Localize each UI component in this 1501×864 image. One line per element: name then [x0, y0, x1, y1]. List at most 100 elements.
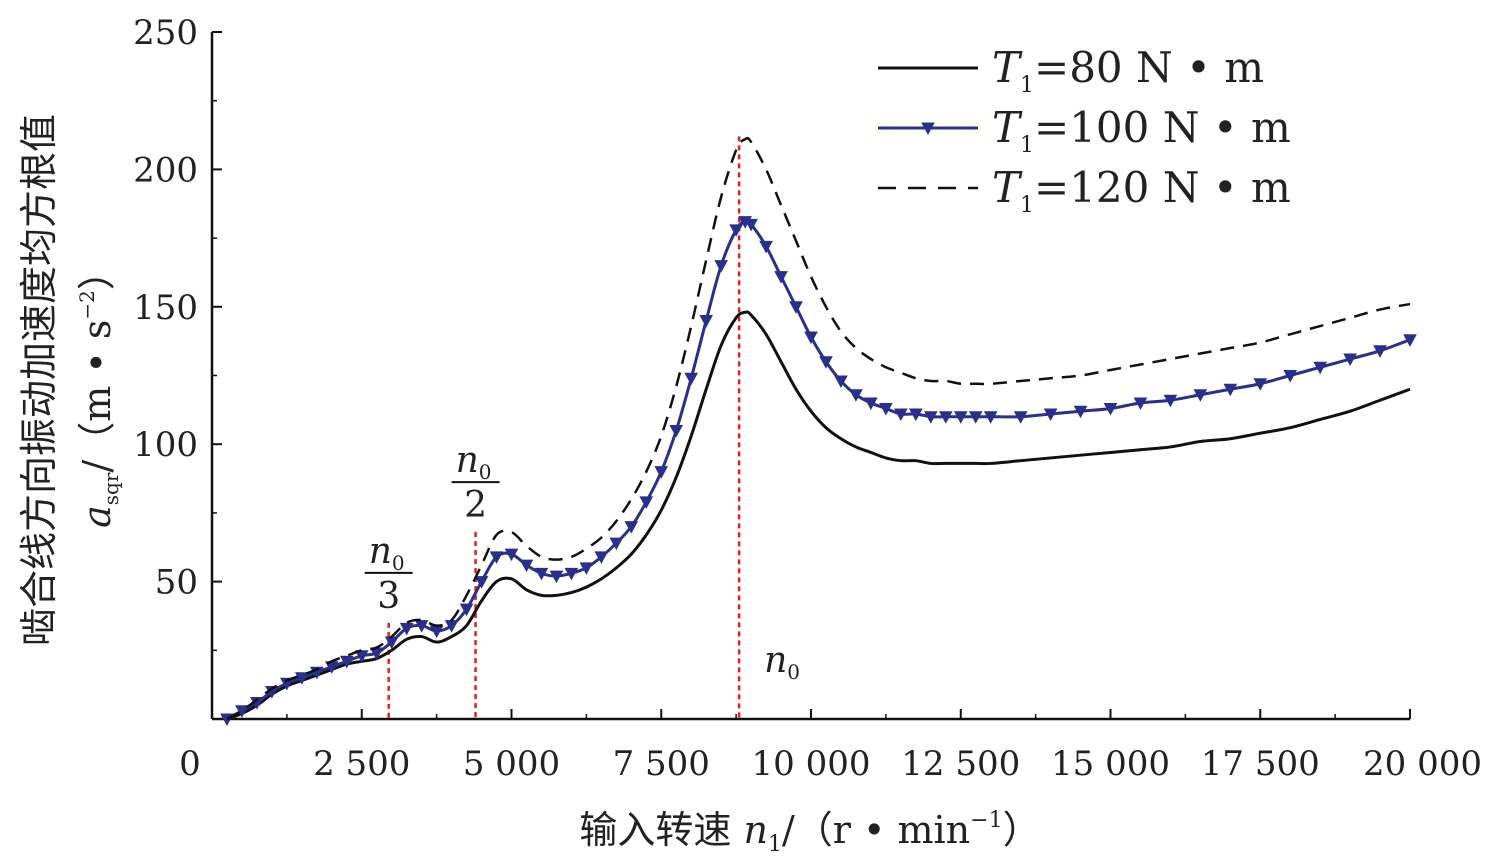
y-title-sub: sqr — [99, 472, 123, 505]
series-marker — [1073, 405, 1088, 419]
series-marker — [1133, 397, 1148, 411]
series-marker — [699, 315, 714, 328]
series-marker — [923, 411, 938, 424]
series-marker — [759, 240, 773, 254]
series-marker — [1283, 370, 1298, 383]
series-marker — [789, 301, 803, 314]
series-marker — [819, 356, 833, 369]
x-tick-label: 15 000 — [1051, 744, 1170, 784]
annotation-sub: 0 — [479, 460, 492, 484]
annotation-var: n — [764, 640, 787, 681]
series-marker — [1103, 402, 1118, 416]
series-marker — [504, 548, 519, 562]
series-marker — [849, 389, 863, 402]
series-marker — [1013, 411, 1028, 424]
annotation-sub: 0 — [787, 660, 800, 684]
series-marker — [474, 576, 489, 589]
series-marker — [879, 402, 893, 416]
series-marker — [921, 122, 935, 136]
legend-label: T1=100 N • m — [992, 103, 1291, 158]
fraction-denominator: 2 — [464, 485, 487, 526]
series-marker — [894, 408, 908, 422]
fraction-numerator: n0 — [369, 531, 405, 575]
series-marker — [1403, 334, 1417, 347]
fraction-label: n02 — [451, 440, 500, 526]
series-marker — [908, 408, 923, 422]
series-marker — [983, 411, 998, 424]
annotation-sub: 0 — [392, 551, 405, 575]
series-marker — [953, 411, 968, 424]
series-marker — [1373, 345, 1387, 358]
x-axis-title: 输入转速 n1/（r • min−1） — [579, 808, 1040, 857]
series-line — [226, 136, 1411, 721]
axis-titles: 输入转速 n1/（r • min−1）啮合线方向振动加速度均方根值 asqr/（m… — [17, 114, 1041, 857]
series-marker — [654, 466, 669, 479]
series-marker — [339, 655, 354, 669]
x-tick-label: 12 500 — [901, 744, 1020, 784]
y-tick-label: 250 — [133, 13, 198, 53]
annotation-var: n — [456, 440, 479, 481]
series-marker — [1043, 408, 1058, 422]
series-marker — [235, 705, 249, 718]
series-marker — [684, 372, 699, 386]
series-marker — [1223, 383, 1238, 397]
legend-var: T — [992, 43, 1023, 92]
y-axis-title: 啮合线方向振动加速度均方根值 — [17, 114, 61, 646]
fraction-numerator: n0 — [456, 440, 492, 484]
legend-sub: 1 — [1020, 133, 1034, 158]
series-marker — [444, 620, 459, 633]
x-tick-label: 7 500 — [613, 744, 710, 784]
legend-label: T1=120 N • m — [992, 163, 1291, 218]
series-marker — [534, 567, 549, 581]
series-marker — [729, 224, 743, 237]
series-marker — [549, 570, 564, 584]
x-tick-label: 17 500 — [1201, 744, 1320, 784]
y-title-unit-end: ） — [75, 252, 119, 290]
fraction-denominator: 3 — [377, 576, 400, 617]
fraction-label: n03 — [364, 531, 413, 617]
legend-label: T1=80 N • m — [992, 43, 1264, 98]
series-marker — [864, 397, 878, 411]
legend-rest: =120 N • m — [1034, 163, 1291, 212]
series-2 — [220, 216, 1417, 727]
series-marker — [1313, 361, 1327, 375]
series-marker — [459, 603, 474, 617]
reference-lines — [387, 136, 741, 719]
series-marker — [354, 650, 369, 663]
x-title-unit-end: ） — [1003, 808, 1041, 852]
series-marker — [519, 559, 534, 573]
series-marker — [804, 331, 818, 345]
series-marker — [579, 562, 594, 575]
series-marker — [594, 551, 609, 564]
y-tick-label: 50 — [155, 563, 198, 603]
legend-sub: 1 — [1020, 73, 1034, 98]
x-tick-label: 2 500 — [313, 744, 410, 784]
series-marker — [280, 677, 294, 691]
legend-item: T1=80 N • m — [878, 43, 1264, 98]
series-marker — [1193, 389, 1208, 402]
series-line — [226, 310, 1411, 721]
y-title-unit: /（m • s — [75, 320, 119, 473]
series-marker — [609, 537, 624, 551]
series-marker — [938, 411, 953, 424]
legend-item: T1=120 N • m — [878, 163, 1291, 218]
y-tick-label: 100 — [133, 425, 198, 465]
legend-var: T — [992, 163, 1023, 212]
series-marker — [744, 218, 758, 232]
x-tick-label: 20 000 — [1363, 744, 1482, 784]
y-axis-unit: asqr/（m • s−2） — [75, 252, 123, 528]
series-marker — [624, 521, 639, 534]
series-marker — [399, 622, 414, 636]
series-marker — [714, 260, 728, 273]
x-title-prefix: 输入转速 — [579, 808, 743, 852]
x-title-sup: −1 — [970, 808, 1002, 833]
series-marker — [1253, 378, 1268, 391]
annotation-label: n0 — [764, 640, 800, 684]
series-marker — [1163, 394, 1178, 408]
series-marker — [295, 672, 309, 685]
x-title-sub: 1 — [768, 832, 782, 857]
y-tick-label: 150 — [133, 288, 198, 328]
legend-item: T1=100 N • m — [878, 103, 1291, 158]
